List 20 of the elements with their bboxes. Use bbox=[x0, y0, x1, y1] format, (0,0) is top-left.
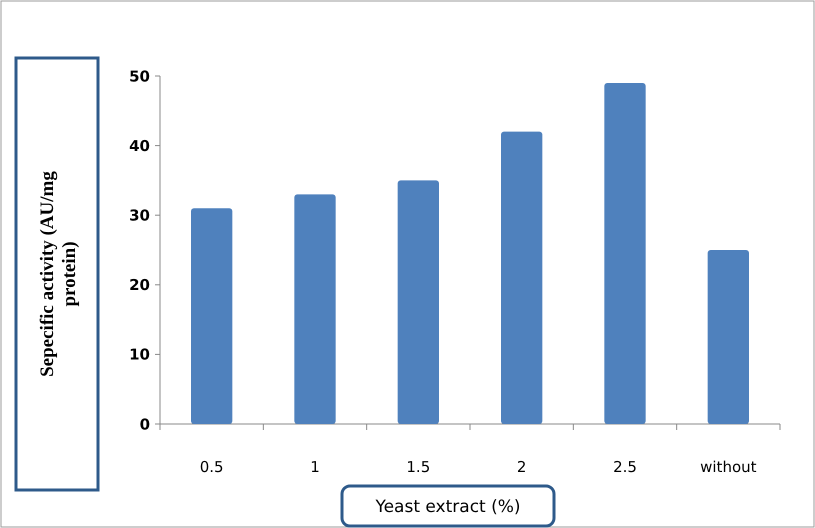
bar bbox=[294, 194, 336, 424]
y-tick-label: 0 bbox=[140, 415, 150, 434]
y-tick-label: 30 bbox=[129, 206, 150, 224]
bar bbox=[191, 208, 232, 424]
x-axis-title: Yeast extract (%) bbox=[374, 497, 521, 517]
x-tick-label: 1 bbox=[310, 458, 320, 476]
bar bbox=[604, 82, 646, 424]
x-tick-label: 1.5 bbox=[406, 458, 430, 476]
y-tick-label: 10 bbox=[129, 346, 150, 364]
x-tick-label: 0.5 bbox=[200, 458, 224, 476]
y-tick-label: 40 bbox=[129, 136, 150, 155]
y-tick-label: 50 bbox=[129, 67, 150, 86]
y-axis-title: Sepecific activity (AU/mg protein) bbox=[37, 170, 80, 377]
y-tick-label: 20 bbox=[129, 276, 150, 294]
x-tick-label: without bbox=[700, 458, 757, 476]
bar bbox=[398, 180, 439, 424]
x-tick-label: 2 bbox=[516, 458, 526, 476]
bar bbox=[501, 132, 542, 424]
x-tick-label: 2.5 bbox=[613, 458, 637, 476]
bar bbox=[708, 250, 749, 424]
